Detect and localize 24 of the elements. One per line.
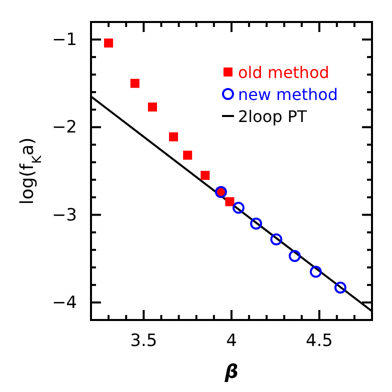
legend-label: old method [238, 63, 330, 82]
y-tick-label: −2 [52, 118, 77, 138]
point [104, 38, 114, 48]
y-tick-label: −1 [52, 30, 77, 50]
legend-label: new method [238, 85, 338, 104]
x-tick-label: 4.5 [306, 331, 333, 352]
x-tick-label: 4 [226, 331, 237, 352]
point [232, 202, 245, 214]
y-tick-label: −3 [52, 205, 77, 226]
point [200, 170, 210, 180]
point [250, 218, 262, 230]
x-tick-label: 3.5 [130, 331, 158, 352]
legend-label: 2loop PT [238, 107, 308, 126]
point [310, 266, 322, 278]
point [288, 250, 301, 262]
y-tick-label: −4 [52, 292, 77, 313]
point [130, 78, 140, 88]
point [183, 150, 192, 160]
point [270, 233, 282, 246]
point [334, 282, 346, 294]
x-axis-title: β [224, 361, 238, 383]
point [148, 102, 157, 112]
point [225, 197, 234, 206]
point [169, 132, 178, 142]
